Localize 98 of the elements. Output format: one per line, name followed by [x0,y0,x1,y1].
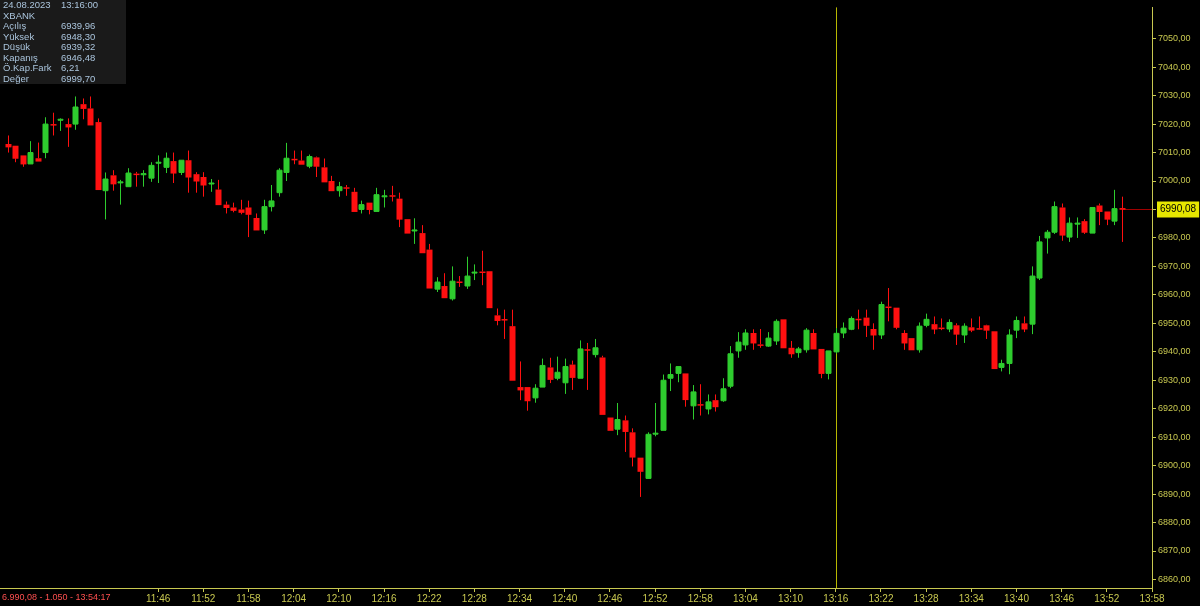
candlestick [441,272,448,299]
candlestick [697,383,704,417]
x-tick-label: 11:58 [236,592,262,604]
y-tick-label: 6980,00 [1158,232,1191,243]
x-tick-label: 11:46 [145,592,171,604]
y-tick-label: 7040,00 [1158,61,1191,72]
x-tick-label: 13:40 [1003,592,1030,604]
candlestick [253,212,260,231]
y-tick-label: 7020,00 [1158,118,1191,129]
candlestick [343,184,350,197]
candlestick [968,317,975,333]
x-tick-label: 13:52 [1094,592,1120,604]
candlestick [569,360,576,391]
x-tick-label: 12:16 [371,592,397,604]
candlestick [712,393,719,413]
annotation: Kapanış [3,51,38,63]
annotation: 6946,48 [61,51,97,63]
candlestick [170,152,177,184]
x-tick-label: 11:52 [191,592,216,604]
x-tick-label: 12:52 [642,592,669,604]
annotation: Yüksek [3,30,36,42]
candlestick [584,342,591,391]
y-tick-label: 6940,00 [1158,346,1191,357]
candlestick [351,187,358,212]
candlestick [185,150,192,194]
y-tick-label: 6970,00 [1158,260,1191,271]
annotation: Ö.Kap.Fark [3,62,53,74]
x-tick-label: 13:58 [1139,592,1165,604]
candlestick [810,328,817,350]
candlestick [1119,196,1126,243]
y-tick-label: 6920,00 [1158,403,1191,414]
y-tick-label: 6950,00 [1158,317,1191,328]
x-tick-label: 12:10 [326,592,352,604]
candlestick [20,155,27,168]
x-tick-label: 13:28 [913,592,940,604]
candlestick [1059,203,1066,242]
candlestick [35,142,42,162]
candlestick [456,275,463,288]
y-tick-label: 6890,00 [1158,488,1191,499]
annotation: 6939,32 [61,41,97,53]
candlestick [682,373,689,408]
x-tick-label: 13:10 [778,592,804,604]
annotation: Açılış [3,20,28,32]
x-tick-label: 13:16 [823,592,849,604]
x-tick-label: 12:28 [461,592,488,604]
candlestick [396,192,403,228]
y-tick-label: 6860,00 [1158,573,1191,584]
y-tick-label: 6870,00 [1158,545,1191,556]
candlestick [95,117,102,191]
candlestick [509,309,516,381]
annotation: 13:16:00 [61,0,99,11]
annotation: Değer [3,72,29,84]
annotation: Düşük [3,41,31,53]
candlestick [870,322,877,351]
candlestick [389,185,396,202]
candlestick [788,340,795,359]
x-tick-label: 13:34 [958,592,985,604]
x-tick-label: 12:40 [552,592,578,604]
candlestick [1021,315,1028,333]
x-tick-label: 13:22 [868,592,894,604]
y-tick-label: 7050,00 [1158,33,1191,44]
y-tick-label: 6880,00 [1158,517,1191,528]
y-tick-label: 6900,00 [1158,460,1191,471]
y-tick-label: 7010,00 [1158,147,1191,158]
annotation: 6939,96 [61,20,97,32]
y-tick-label: 7000,00 [1158,175,1191,186]
candlestick [215,179,222,206]
candlestick [547,357,554,384]
x-tick-label: 12:34 [507,592,533,604]
candlestick [637,457,644,498]
y-tick-label: 7030,00 [1158,90,1191,101]
x-tick-label: 13:46 [1049,592,1075,604]
candlestick [65,117,72,148]
x-tick-label: 13:04 [732,592,759,604]
candlestick [750,328,757,351]
candlestick [622,415,629,453]
x-tick-label: 12:04 [281,592,307,604]
chart-title: XBANK [3,9,37,21]
x-tick-label: 12:46 [597,592,623,604]
candlestick [50,112,57,136]
candlestick [110,169,117,192]
candlestick [1096,203,1103,226]
y-tick-label: 6910,00 [1158,431,1191,442]
annotation: 6948,30 [61,30,97,42]
annotation: 24.08.2023 [3,0,52,11]
x-tick-label: 12:58 [687,592,714,604]
annotation: 6,21 [61,62,81,74]
candlestick [953,322,960,346]
candlestick [757,328,764,349]
candlestick [863,309,870,338]
candlestick [298,150,305,165]
annotation: 6999,70 [61,72,97,84]
text: 6.990,08 - 1.050 - 13:54:17 [2,592,111,602]
x-tick-label: 12:22 [416,592,443,604]
ref-line-label: 6990,08 [1160,203,1197,215]
candlestick [629,427,636,467]
y-tick-label: 6960,00 [1158,289,1191,300]
y-tick-label: 6930,00 [1158,374,1191,385]
